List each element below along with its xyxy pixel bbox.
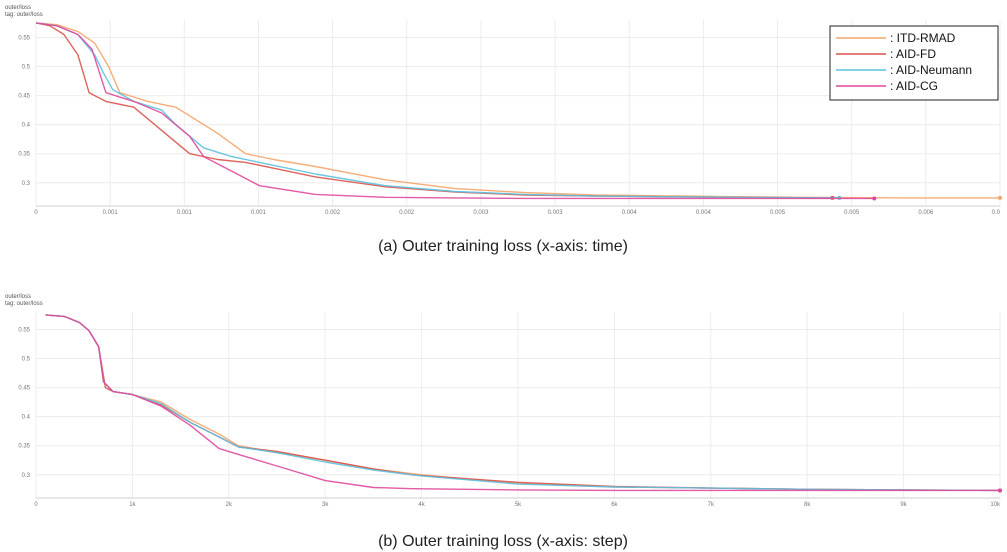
series-line-aid-neumann (35, 22, 840, 199)
series-line-itd-rmad (35, 22, 1000, 199)
x-tick-label: 0.002 (399, 210, 415, 216)
y-tick-label: 0.45 (18, 386, 30, 392)
series-end-point (998, 488, 1002, 493)
x-tick-label: 0.0 (992, 210, 1001, 216)
x-tick-label: 3k (322, 502, 329, 508)
x-tick-label: 1k (129, 502, 136, 508)
x-tick-label: 5k (515, 502, 522, 508)
x-tick-label: 0 (34, 502, 38, 508)
x-tick-label: 0.006 (918, 210, 934, 216)
x-tick-label: 0 (34, 210, 38, 216)
series-line-aid-neumann (45, 314, 1001, 492)
legend-label: : AID-CG (890, 79, 938, 93)
panel-a: outer/loss tag: outer/loss 0.55 0.5 0.45 0.… (5, 5, 1002, 255)
legend-label: : AID-Neumann (890, 63, 972, 77)
x-tick-label: 0.003 (473, 210, 489, 216)
x-tick-label: 0.002 (325, 210, 341, 216)
x-tick-label: 0.005 (770, 210, 786, 216)
series-line-aid-cg (45, 314, 1000, 492)
panel-b-tag: tag: outer/loss (5, 301, 43, 307)
series-line-aid-cg (35, 22, 875, 200)
legend: : ITD-RMAD : AID-FD : AID-Neumann : AID-CG (829, 25, 999, 101)
x-tick-label: 0.003 (548, 210, 564, 216)
panel-b-header: outer/loss (5, 294, 31, 300)
x-tick-label: 4k (418, 502, 425, 508)
y-tick-label: 0.3 (22, 473, 31, 479)
y-tick-label: 0.4 (22, 415, 31, 421)
panel-b-caption: (b) Outer training loss (x-axis: step) (378, 533, 628, 550)
y-tick-label: 0.55 (18, 35, 30, 41)
panel-b: outer/loss tag: outer/loss 0.550.50.450.… (5, 294, 1002, 550)
x-tick-label: 0.001 (177, 210, 193, 216)
x-tick-label: 8k (804, 502, 811, 508)
y-tick-label: 0.5 (22, 65, 31, 71)
panel-a-caption: (a) Outer training loss (x-axis: time) (378, 238, 628, 255)
panel-a-header: outer/loss (5, 5, 31, 11)
x-tick-label: 6k (611, 502, 618, 508)
y-tick-label: 0.55 (18, 327, 30, 333)
x-tick-label: 0.004 (696, 210, 712, 216)
legend-label: : ITD-RMAD (890, 31, 956, 45)
x-tick-label: 2k (226, 502, 233, 508)
legend-label: : AID-FD (890, 47, 936, 61)
x-tick-label: 10k (990, 502, 1001, 508)
series-line-itd-rmad (45, 314, 1001, 492)
y-tick-label: 0.3 (22, 181, 31, 187)
y-tick-label: 0.35 (18, 444, 30, 450)
series-end-point (998, 195, 1002, 200)
plot-b: 0.55 0.5 0.45 0.4 0.35 0.3 0 1k 2k 3k 4k 5k 6k 7k 8k 9k… (18, 312, 1002, 508)
series-line-aid-fd (45, 314, 1001, 492)
x-tick-label: 0.001 (103, 210, 119, 216)
panel-a-tag: tag: outer/loss (5, 12, 43, 18)
x-tick-label: 0.001 (251, 210, 267, 216)
x-tick-label: 7k (708, 502, 715, 508)
x-tick-label: 9k (900, 502, 907, 508)
y-tick-label: 0.4 (22, 123, 31, 129)
x-tick-label: 0.005 (844, 210, 860, 216)
y-tick-label: 0.5 (22, 357, 31, 363)
y-tick-label: 0.35 (18, 152, 30, 158)
y-tick-label: 0.45 (18, 94, 30, 100)
series-end-point (872, 196, 877, 201)
x-tick-label: 0.004 (622, 210, 638, 216)
